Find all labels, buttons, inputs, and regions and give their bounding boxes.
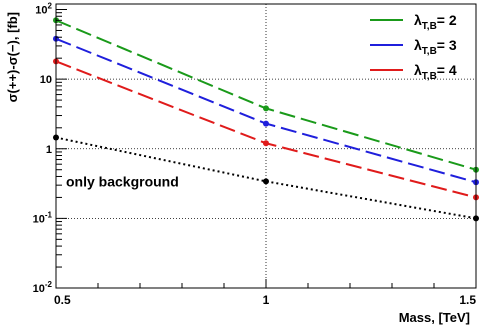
legend-label-lam4: λT,B= 4 [414,62,457,82]
series-group: only background [53,17,479,222]
y-tick-exponent: -1 [45,210,53,219]
y-tick-mantissa: 10 [40,74,52,86]
legend-suffix: = 2 [437,12,457,28]
x-tick-label: 0.5 [54,293,71,307]
y-tick-mantissa: 10 [33,213,45,225]
legend-suffix: = 3 [437,37,457,53]
legend-suffix: = 4 [437,62,457,78]
x-axis-label: Mass, [TeV] [399,310,470,325]
legend-subscript: T,B [422,21,437,32]
legend-symbol: λ [414,37,422,53]
y-tick-label: 10 [40,74,52,86]
legend-symbol: λ [414,12,422,28]
y-tick-label: 1 [46,144,52,156]
y-tick-mantissa: 10 [33,283,45,295]
y-tick-mantissa: 1 [46,144,52,156]
y-tick-label: 10-1 [33,210,53,225]
annotation-text: only background [66,173,179,189]
series-line-bkg [55,136,477,220]
y-axis-label: σ(++)-σ(−), [fb] [5,12,20,102]
data-point-lam2 [263,105,269,112]
data-point-lam4 [263,140,269,147]
legend-label-lam3: λT,B= 3 [414,37,457,57]
legend-subscript: T,B [422,71,437,82]
data-point-lam3 [263,120,269,127]
y-tick-exponent: 2 [48,2,53,11]
y-tick-exponent: -2 [45,280,53,289]
y-tick-mantissa: 10 [35,5,47,17]
legend: λT,B= 2λT,B= 3λT,B= 4 [370,12,457,82]
x-tick-label: 1.5 [459,293,476,307]
legend-subscript: T,B [422,46,437,57]
y-tick-label: 102 [35,2,52,17]
data-point-bkg [263,178,269,185]
x-tick-label: 1 [263,293,270,307]
y-tick-label: 10-2 [33,280,53,295]
legend-symbol: λ [414,62,422,78]
legend-label-lam2: λT,B= 2 [414,12,457,32]
